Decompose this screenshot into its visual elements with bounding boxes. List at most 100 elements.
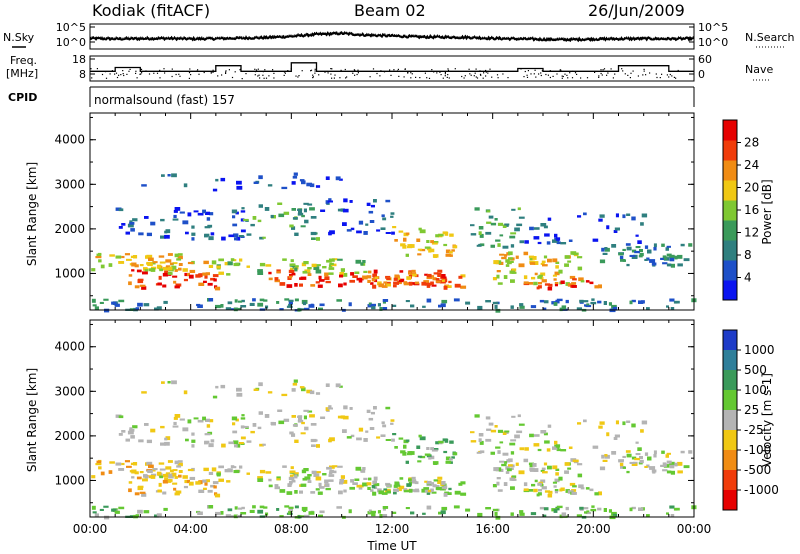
velocity-cell (674, 462, 678, 467)
power-cell (213, 278, 217, 282)
power-cell (653, 243, 657, 248)
power-cell (162, 266, 169, 271)
velocity-cell (515, 462, 519, 466)
power-cell (454, 283, 461, 288)
velocity-cell (523, 482, 528, 487)
power-cell (288, 299, 294, 302)
power-cell (674, 255, 678, 260)
nave-point (190, 74, 192, 76)
power-cell (129, 222, 135, 225)
power-cell (514, 227, 520, 232)
velocity-cell (437, 480, 442, 484)
velocity-cell (156, 471, 162, 476)
velocity-cell (393, 492, 397, 495)
power-cell (558, 269, 563, 274)
power-cell (238, 300, 243, 303)
velocity-cell (174, 414, 181, 418)
velocity-cell (218, 465, 224, 469)
velocity-cell (185, 438, 189, 442)
power-cell (104, 308, 110, 313)
velocity-cell (542, 471, 548, 474)
velocity-cell (647, 456, 652, 461)
noise-panel: 10^510^0 10^510^0 (56, 21, 728, 50)
velocity-cell (416, 445, 421, 449)
power-cell (453, 245, 458, 249)
velocity-cell (371, 485, 376, 489)
velocity-cell (276, 508, 280, 511)
velocity-cell (421, 488, 426, 493)
power-cell (622, 248, 626, 251)
velocity-cell (432, 484, 437, 488)
velocity-cell (173, 487, 177, 491)
velocity-cell (385, 439, 391, 441)
velocity-cell (576, 514, 582, 518)
velocity-cell (543, 462, 548, 466)
velocity-cell (485, 438, 492, 442)
colorbar-block (723, 260, 737, 281)
velocity-cell (187, 419, 192, 424)
power-cell (618, 252, 624, 256)
power-cell (142, 271, 148, 275)
power-cell (304, 307, 310, 310)
power-cell (173, 280, 177, 284)
power-cell (373, 279, 378, 283)
velocity-cell (443, 492, 448, 497)
velocity-cell (288, 476, 295, 481)
power-cell (134, 285, 140, 289)
nave-point (534, 69, 536, 71)
power-cell (476, 244, 482, 247)
nave-point (331, 68, 333, 70)
power-cell (165, 259, 172, 263)
velocity-cell (198, 489, 205, 493)
velocity-cell (653, 454, 657, 458)
nave-point (632, 70, 634, 72)
nave-series-dots (90, 68, 679, 80)
nave-point (351, 70, 353, 73)
power-cell (257, 269, 263, 273)
velocity-cell (288, 511, 292, 515)
velocity-cell (598, 491, 602, 496)
power-cell (629, 254, 636, 257)
power-heatmap-cells (91, 172, 697, 313)
power-cell (176, 258, 182, 261)
velocity-cell (209, 419, 214, 423)
velocity-cell (183, 390, 188, 395)
nave-point (461, 75, 463, 78)
power-cell (310, 216, 317, 219)
power-cell (309, 207, 315, 211)
velocity-cell (486, 417, 491, 420)
power-cell (319, 279, 325, 282)
power-cell (547, 217, 552, 221)
power-cell (510, 305, 514, 309)
x-tick-label: 12:00 (375, 522, 410, 536)
velocity-cell (402, 452, 407, 456)
nave-point (403, 76, 405, 78)
velocity-cell (355, 466, 362, 471)
velocity-cell (390, 419, 395, 422)
power-cell (148, 268, 154, 272)
power-cell (515, 255, 519, 259)
velocity-cell (324, 483, 330, 487)
velocity-cell (572, 459, 579, 463)
power-cell (670, 307, 675, 311)
nave-point (475, 76, 477, 78)
velocity-cell (547, 493, 553, 498)
power-cell (625, 243, 631, 246)
velocity-cell (564, 470, 569, 474)
velocity-cell (95, 463, 102, 466)
power-cell (432, 277, 437, 281)
power-cell (614, 227, 620, 231)
velocity-cell (356, 437, 362, 441)
velocity-cell (465, 508, 471, 512)
power-cell (490, 244, 495, 248)
nave-point (188, 77, 190, 79)
colorbar-block (723, 160, 737, 181)
velocity-cell (412, 479, 417, 482)
power-cell (496, 274, 500, 279)
nave-point (203, 71, 205, 74)
nave-point (273, 77, 275, 79)
power-cell (499, 253, 505, 256)
power-cell (631, 216, 636, 221)
velocity-cell (346, 436, 352, 439)
velocity-cell (291, 388, 296, 392)
